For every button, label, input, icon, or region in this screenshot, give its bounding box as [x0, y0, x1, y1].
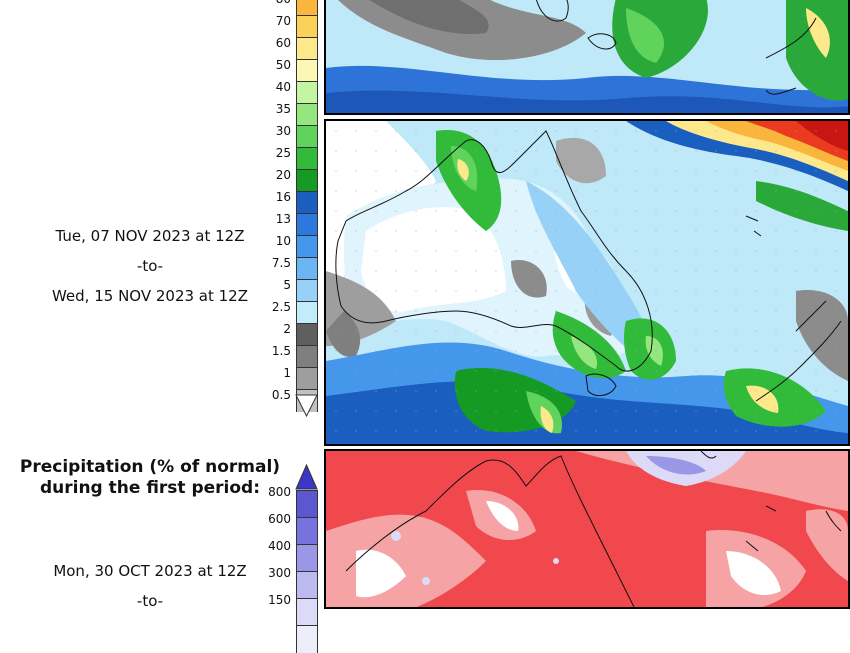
- colorbar-swatch: [296, 279, 318, 302]
- scale-tick: 300: [268, 566, 291, 580]
- colorbar-swatch: [296, 235, 318, 258]
- colorbar-swatch: [296, 257, 318, 280]
- colorbar-swatch: [296, 103, 318, 126]
- scale-tick: 600: [268, 512, 291, 526]
- scale-tick: 1: [283, 366, 291, 380]
- scale-tick: 60: [275, 36, 291, 50]
- colorbar-swatch: [296, 625, 318, 653]
- colorbar-swatch: [296, 571, 318, 599]
- map-panel-precip-forecast: [324, 119, 850, 446]
- scale-tick: 800: [268, 485, 291, 499]
- scale-tick: 2: [283, 322, 291, 336]
- scale-tick: 2.5: [271, 300, 291, 314]
- colorbar-swatch: [296, 490, 318, 518]
- scale-tick: 10: [275, 234, 291, 248]
- scale-tick: 0.5: [271, 388, 291, 402]
- scale-tick: 13: [275, 212, 291, 226]
- colorbar-swatch: [296, 323, 318, 346]
- colorbar-swatch: [296, 0, 318, 16]
- colorbar-top-triangle: [295, 464, 318, 490]
- scale-tick: 70: [275, 14, 291, 28]
- period-end-text: Wed, 15 NOV 2023 at 12Z: [51, 287, 249, 305]
- colorbar-swatch: [296, 517, 318, 545]
- colorbar-swatch: [296, 345, 318, 368]
- colorbar-swatch: [296, 213, 318, 236]
- scale-tick: 1.5: [271, 344, 291, 358]
- precip-forecast-map: [326, 121, 848, 444]
- scale-tick: 30: [275, 124, 291, 138]
- scale-tick: 400: [268, 539, 291, 553]
- scale-tick: 80: [260, 0, 291, 6]
- scale-tick: 20: [275, 168, 291, 182]
- scale-tick: 16: [275, 190, 291, 204]
- colorbar-swatch: [296, 37, 318, 60]
- period-start-text: Tue, 07 NOV 2023 at 12Z: [55, 227, 245, 245]
- colorbar-swatch: [296, 367, 318, 390]
- precip-pct-title-line1: Precipitation (% of normal): [19, 457, 281, 477]
- scale-tick: 7.5: [271, 256, 291, 270]
- colorbar-end-triangle: [295, 394, 318, 418]
- pct-normal-map: [326, 451, 848, 607]
- period-separator: -to-: [136, 257, 164, 275]
- scale-tick: 5: [283, 278, 291, 292]
- colorbar-swatch: [296, 191, 318, 214]
- precip-pct-title-line2: during the first period:: [39, 478, 261, 498]
- colorbar-swatch: [296, 15, 318, 38]
- colorbar-swatch: [296, 169, 318, 192]
- period-separator-bottom: -to-: [136, 592, 164, 610]
- colorbar-swatch: [296, 147, 318, 170]
- period-start-text-bottom: Mon, 30 OCT 2023 at 12Z: [53, 562, 247, 580]
- scale-tick: 35: [275, 102, 291, 116]
- colorbar-swatch: [296, 544, 318, 572]
- colorbar-swatch: [296, 81, 318, 104]
- scale-tick: 40: [275, 80, 291, 94]
- scale-tick: 25: [275, 146, 291, 160]
- colorbar-swatch: [296, 598, 318, 626]
- colorbar-swatch: [296, 301, 318, 324]
- map-panel-pct-normal: [324, 449, 850, 609]
- colorbar-swatch: [296, 125, 318, 148]
- precip-map-strip: [326, 0, 848, 113]
- map-panel-previous: [324, 0, 850, 115]
- scale-tick: 50: [275, 58, 291, 72]
- colorbar-swatch: [296, 59, 318, 82]
